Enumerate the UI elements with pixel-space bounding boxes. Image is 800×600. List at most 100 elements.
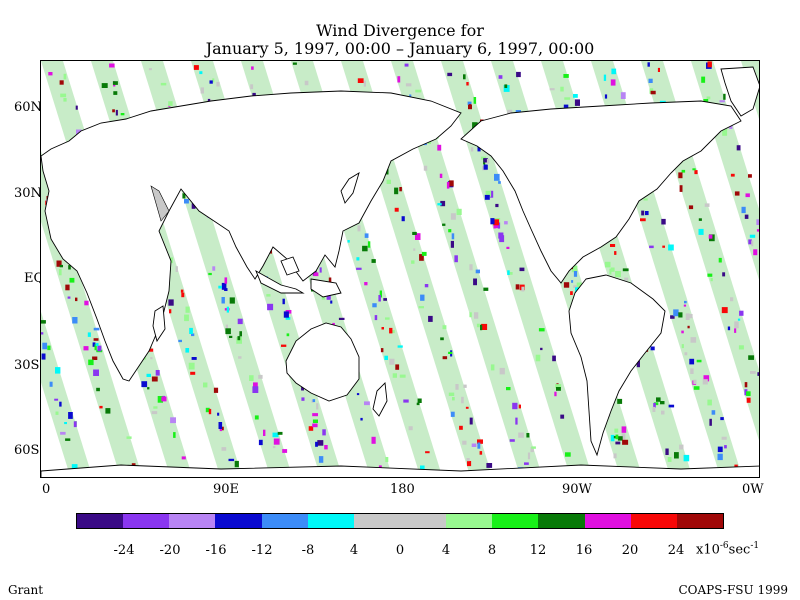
swath-speckle — [73, 421, 77, 428]
swath-speckle — [609, 268, 612, 275]
swath-speckle — [312, 423, 318, 428]
swath-speckle — [59, 80, 64, 85]
swath-speckle — [645, 211, 649, 216]
swath-speckle — [648, 78, 653, 83]
swath-speckle — [397, 345, 403, 348]
swath-speckle — [409, 94, 412, 98]
swath-speckle — [572, 477, 575, 478]
lat-label-eq: EQ — [24, 271, 45, 286]
swath-speckle — [565, 452, 571, 457]
swath-speckle — [190, 371, 196, 375]
swath-speckle — [65, 438, 71, 441]
swath-speckle — [670, 315, 675, 319]
lat-label-30n: 30N — [14, 186, 42, 201]
swath-speckle — [494, 173, 500, 181]
swath-speckle — [205, 407, 210, 413]
swath-speckle — [683, 454, 690, 462]
swath-speckle — [99, 405, 103, 409]
swath-speckle — [451, 233, 455, 240]
swath-speckle — [527, 452, 531, 460]
swath-speckle — [54, 398, 59, 401]
swath-speckle — [518, 404, 521, 409]
swath-speckle — [71, 464, 78, 471]
swath-speckle — [395, 364, 400, 370]
swath-speckle — [55, 367, 61, 374]
swath-speckle — [258, 439, 263, 446]
swath-speckle — [706, 96, 711, 100]
legend-swatch — [215, 514, 262, 528]
swath-speckle — [678, 312, 683, 318]
swath-speckle — [751, 240, 754, 247]
japan-island — [340, 172, 360, 204]
swath-speckle — [465, 406, 469, 409]
swath-speckle — [471, 443, 477, 447]
swath-speckle — [383, 298, 387, 301]
swath-speckle — [721, 307, 728, 314]
swath-speckle — [397, 76, 401, 83]
swath-speckle — [574, 99, 580, 106]
swath-speckle — [408, 426, 413, 431]
swath-speckle — [524, 462, 529, 465]
swath-speckle — [312, 399, 316, 402]
swath-speckle — [282, 298, 285, 305]
swath-speckle — [555, 384, 562, 389]
legend-tick-label: 8 — [487, 543, 497, 558]
swath-speckle — [113, 91, 118, 95]
swath-speckle — [416, 402, 420, 406]
legend-swatch — [353, 514, 400, 528]
swath-speckle — [615, 441, 621, 445]
swath-speckle — [126, 436, 132, 439]
swath-speckle — [563, 74, 569, 78]
swath-speckle — [757, 372, 759, 376]
legend-swatch — [676, 514, 723, 528]
swath-speckle — [748, 174, 752, 178]
swath-speckle — [153, 406, 158, 409]
swath-speckle — [423, 165, 428, 171]
swath-speckle — [650, 346, 655, 351]
swath-speckle — [420, 294, 425, 301]
swath-speckle — [364, 233, 369, 238]
legend-swatch — [584, 514, 631, 528]
swath-speckle — [641, 210, 645, 216]
swath-speckle — [693, 386, 700, 390]
swath-speckle — [68, 265, 71, 270]
swath-speckle — [415, 89, 422, 93]
legend-swatch — [123, 514, 170, 528]
swath-speckle — [640, 218, 646, 222]
swath-speckle — [437, 203, 442, 206]
swath-speckle — [707, 273, 713, 277]
swath-speckle — [734, 328, 737, 333]
swath-speckle — [83, 346, 89, 351]
swath-speckle — [442, 356, 448, 360]
swath-speckle — [498, 232, 504, 239]
swath-speckle — [101, 83, 108, 88]
antarctica-edge — [41, 464, 759, 477]
swath-speckle — [405, 83, 412, 87]
swath-speckle — [356, 267, 362, 270]
swath-speckle — [603, 74, 607, 81]
swath-speckle — [93, 338, 99, 341]
swath-speckle — [688, 205, 694, 210]
swath-speckle — [94, 344, 97, 351]
swath-speckle — [450, 411, 455, 417]
swath-speckle — [477, 439, 483, 444]
swath-speckle — [610, 244, 616, 247]
swath-speckle — [193, 65, 199, 70]
swath-speckle — [424, 284, 429, 288]
swath-speckle — [707, 61, 712, 68]
swath-speckle — [146, 373, 151, 377]
swath-speckle — [41, 332, 44, 335]
swath-speckle — [704, 203, 710, 207]
swath-speckle — [456, 208, 462, 215]
swath-speckle — [679, 444, 684, 450]
swath-speckle — [249, 375, 254, 381]
swath-speckle — [694, 170, 698, 175]
swath-speckle — [571, 280, 574, 283]
swath-speckle — [730, 173, 735, 177]
swath-speckle — [425, 451, 430, 454]
swath-speckle — [221, 447, 227, 451]
swath-speckle — [392, 373, 397, 378]
swath-speckle — [67, 296, 71, 299]
swath-speckle — [147, 387, 150, 390]
swath-speckle — [622, 439, 629, 445]
